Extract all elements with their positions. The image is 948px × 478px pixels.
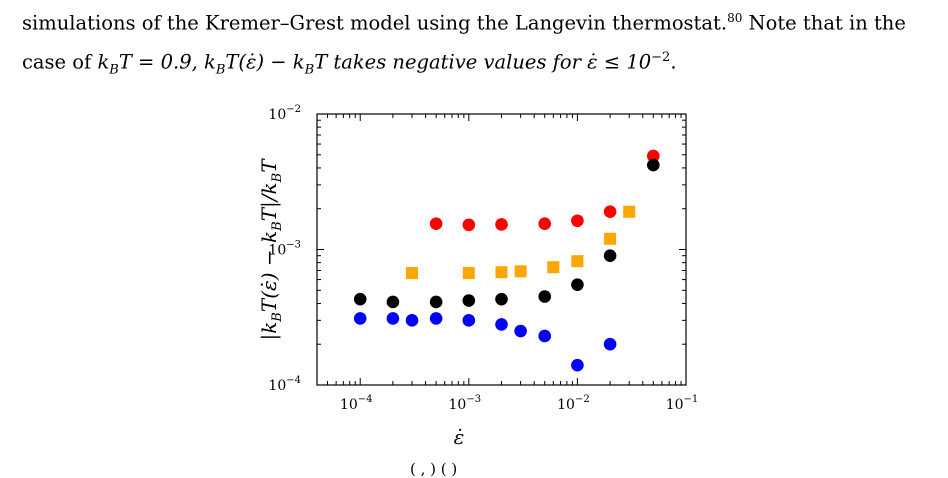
data-point-circle <box>462 294 476 307</box>
line2-sub-b1: B <box>109 62 119 78</box>
axis-ticks <box>316 113 687 386</box>
data-point-circle <box>538 217 552 231</box>
data-point-circle <box>603 205 617 219</box>
line2-part-d: T(ε̇) − k <box>225 50 305 74</box>
data-point-circle <box>538 290 552 303</box>
line2-k2: k <box>204 50 216 74</box>
body-text-line-2: case of kBT = 0.9, kBT(ε̇) − kBT takes n… <box>22 48 932 80</box>
data-point-circle <box>495 318 508 331</box>
data-point-square <box>406 267 419 280</box>
data-point-circle <box>429 217 443 231</box>
data-point-circle <box>353 292 367 306</box>
data-point-circle <box>429 312 443 325</box>
data-points <box>353 149 660 372</box>
data-point-circle <box>603 337 617 351</box>
x-tick-label: 10−3 <box>449 394 482 413</box>
plot-border <box>316 113 687 386</box>
data-point-square <box>462 267 475 280</box>
data-point-circle <box>462 218 476 232</box>
line2-sub-b2: B <box>215 62 226 78</box>
data-point-square <box>604 232 617 245</box>
body-text-line-1-main: simulations of the Kremer–Grest model us… <box>22 11 728 35</box>
data-point-circle <box>571 278 584 291</box>
data-point-square <box>514 265 527 278</box>
data-point-circle <box>647 158 660 172</box>
data-point-circle <box>571 214 584 228</box>
axis-tick-labels: 10−4 10−3 10−2 10−110−410−310−2 <box>268 104 698 413</box>
line2-period: . <box>670 50 677 74</box>
line2-part-b: T = 0.9, <box>118 50 204 74</box>
data-point-circle <box>495 218 508 231</box>
x-tick-label: 10−4 <box>340 394 373 413</box>
y-tick-label: 10−2 <box>268 104 301 123</box>
data-point-circle <box>571 358 584 372</box>
y-tick-label: 10−4 <box>268 375 301 394</box>
data-point-circle <box>386 312 400 325</box>
data-point-circle <box>647 149 660 163</box>
x-tick-label: 10−2 <box>557 394 590 413</box>
data-point-square <box>495 266 508 279</box>
x-tick-label: 10−1 <box>666 394 699 413</box>
data-point-circle <box>495 292 508 306</box>
caption-fragment: ( , ) ( ) <box>410 460 458 478</box>
line2-exponent: −2 <box>651 50 671 65</box>
data-point-square <box>623 205 636 218</box>
line2-part-a: case of <box>22 50 98 74</box>
body-text-line-1: simulations of the Kremer–Grest model us… <box>22 8 932 34</box>
data-point-square <box>547 261 560 274</box>
line2-k1: k <box>97 50 110 74</box>
data-point-circle <box>429 295 443 309</box>
data-point-square <box>571 255 584 268</box>
body-text-line-1-tail: Note that in the <box>742 11 906 35</box>
line2-sub-b3: B <box>304 62 315 78</box>
data-point-circle <box>603 249 617 263</box>
plot-frame <box>316 113 687 386</box>
data-point-circle <box>462 314 476 327</box>
line2-part-e: T takes negative values for ε̇ ≤ 10 <box>314 50 652 74</box>
data-point-circle <box>405 314 419 327</box>
data-point-circle <box>514 324 527 338</box>
citation-ref: 80 <box>727 11 743 25</box>
data-point-circle <box>538 329 552 343</box>
data-point-circle <box>353 312 367 325</box>
x-axis-label: ε̇ <box>454 425 465 449</box>
data-point-circle <box>386 295 400 309</box>
y-axis-label: |kBT(ε̇) − kBT|/kBT <box>257 158 285 341</box>
